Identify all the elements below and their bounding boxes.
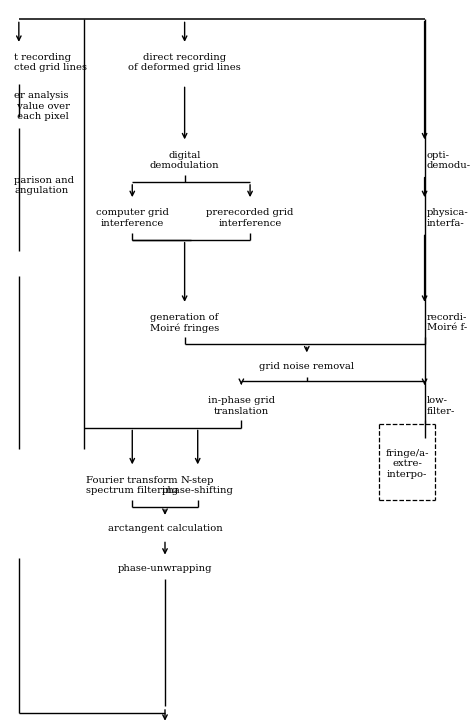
Text: in-phase grid
translation: in-phase grid translation [208,396,275,415]
Text: recordi-
Moiré f-: recordi- Moiré f- [427,313,467,333]
Text: physica-
interfa-: physica- interfa- [427,208,468,228]
Text: phase-unwrapping: phase-unwrapping [118,564,212,573]
Text: parison and
angulation: parison and angulation [15,176,74,195]
Text: er analysis
 value over
 each pixel: er analysis value over each pixel [15,91,71,121]
Text: Fourier transform
spectrum filtering: Fourier transform spectrum filtering [86,476,178,495]
Text: N-step
phase-shifting: N-step phase-shifting [162,476,234,495]
Text: digital
demodulation: digital demodulation [150,151,219,170]
Text: grid noise removal: grid noise removal [259,362,354,370]
Text: prerecorded grid
interference: prerecorded grid interference [206,208,294,228]
Text: opti-
demodu-: opti- demodu- [427,151,471,170]
Text: direct recording
of deformed grid lines: direct recording of deformed grid lines [128,53,241,72]
Text: fringe/a-
extre-
interpo-: fringe/a- extre- interpo- [385,449,429,478]
Text: generation of
Moiré fringes: generation of Moiré fringes [150,312,219,333]
Text: low-
filter-: low- filter- [427,396,455,415]
Text: computer grid
interference: computer grid interference [96,208,169,228]
Text: arctangent calculation: arctangent calculation [108,524,222,533]
Text: t recording
cted grid lines: t recording cted grid lines [15,53,88,72]
